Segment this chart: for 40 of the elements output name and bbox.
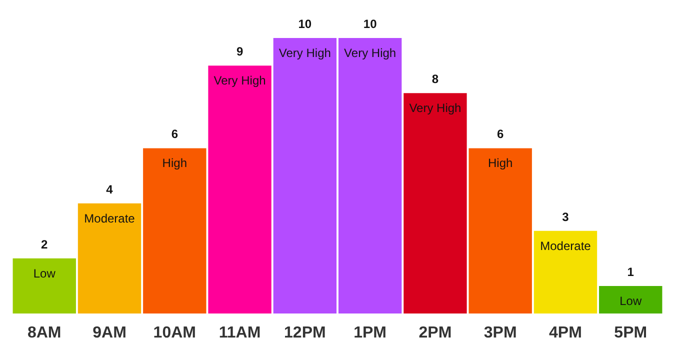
data-label: 8	[432, 72, 439, 86]
x-tick-label: 12PM	[284, 324, 326, 342]
annotation: Moderate	[540, 238, 592, 253]
x-tick-label: 4PM	[549, 324, 582, 342]
annotation: Very High	[278, 46, 331, 60]
bar	[78, 203, 142, 314]
data-label: 1	[627, 264, 634, 279]
x-tick-label: 1PM	[354, 324, 387, 342]
annotation: Moderate	[84, 211, 136, 226]
data-label: 3	[562, 210, 570, 224]
x-tick-label: 5PM	[614, 324, 648, 342]
bar	[338, 38, 402, 314]
bar	[599, 286, 662, 314]
data-label: 6	[171, 127, 178, 142]
x-tick-label: 2PM	[418, 324, 452, 342]
bar	[208, 66, 272, 314]
annotation: Very High	[214, 74, 266, 88]
x-tick-label: 11AM	[218, 324, 261, 342]
data-label: 2	[41, 237, 48, 252]
data-label: 6	[497, 127, 504, 142]
data-label: 4	[106, 182, 114, 196]
data-label: 9	[236, 44, 244, 59]
data-label: 10	[298, 17, 312, 32]
bar	[404, 93, 467, 314]
x-tick-label: 3PM	[484, 324, 517, 342]
data-label: 10	[363, 17, 378, 32]
x-tick-label: 8AM	[27, 324, 62, 342]
bar	[468, 148, 532, 314]
x-tick-label: 9AM	[92, 324, 126, 342]
x-tick-label: 10AM	[153, 324, 196, 342]
annotation: High	[488, 156, 513, 170]
bar	[143, 148, 206, 314]
annotation: Low	[33, 266, 56, 280]
annotation: Low	[620, 294, 642, 308]
annotation: High	[162, 156, 187, 170]
bar	[273, 38, 337, 314]
annotation: Very High	[344, 46, 396, 60]
annotation: Very High	[409, 101, 462, 116]
bar	[534, 230, 598, 314]
bar	[12, 258, 76, 314]
